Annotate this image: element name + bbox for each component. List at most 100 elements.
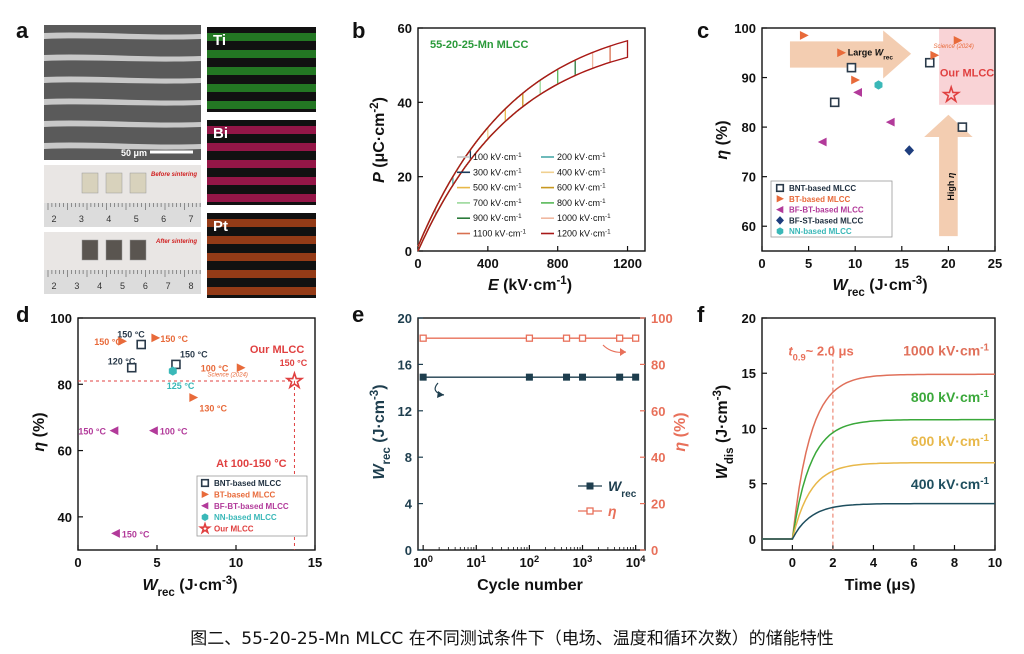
legend-label-d: BT-based MLCC [214, 490, 276, 499]
ruler-number: 4 [106, 214, 111, 224]
x-tick-label-f: 0 [789, 555, 796, 570]
x-tick-label-d: 10 [229, 555, 243, 570]
ruler [44, 203, 201, 227]
y-tick-label-c: 80 [742, 120, 756, 135]
curve-label-f: 600 kV·cm-1 [911, 433, 990, 450]
temperature-label-d: 150 °C [117, 330, 145, 340]
data-point-e [616, 334, 624, 342]
annotation-our-mlcc-c: Our MLCC [940, 68, 994, 80]
legend-marker-c [775, 183, 785, 193]
y-tick-label-left-e: 20 [398, 311, 412, 326]
y-tick-label-left-e: 4 [405, 497, 413, 512]
y-axis-title-b: P (μC·cm-2) [369, 97, 388, 183]
legend-marker-c [776, 205, 784, 214]
y-axis-title-f: Wdis (J·cm-3) [712, 385, 736, 479]
eds-layer [207, 177, 316, 185]
eds-layer [207, 84, 316, 92]
data-point-c [874, 80, 883, 90]
x-tick-label-d: 0 [74, 555, 81, 570]
y-axis-title-d: η (%) [31, 412, 48, 451]
figure-canvas: a b c d e f 50 μm 2 3 4 5 6 7 Before sintering 2 3 4 5 6 7 8… [16, 18, 1002, 599]
eds-layer [207, 194, 316, 202]
data-point-d [118, 336, 128, 346]
sem-image [44, 25, 201, 160]
data-point-e [631, 334, 640, 342]
ruler-number: 7 [166, 281, 171, 291]
data-point-e [632, 373, 640, 381]
our-mlcc-point-c [941, 84, 962, 104]
temperature-label-d: 150 °C [94, 337, 122, 347]
x-tick-label-b: 800 [547, 256, 569, 271]
curve-label-f: 800 kV·cm-1 [911, 388, 990, 405]
y-axis-title-c: η (%) [714, 120, 731, 159]
temperature-label-d: 120 °C [108, 357, 136, 367]
x-axis-title-b: E (kV·cm-1) [488, 275, 572, 294]
y-tick-label-c: 90 [742, 71, 756, 86]
panel-letter-d: d [16, 302, 29, 327]
data-point-e [419, 373, 427, 381]
eds-layer [207, 253, 316, 261]
x-tick-label-c: 25 [988, 256, 1002, 271]
annotation-science-c: Science (2024) [933, 44, 973, 50]
y-tick-label-f: 20 [742, 311, 756, 326]
mlcc-chip [129, 172, 147, 194]
legend-label-b: 300 kV·cm-1 [473, 167, 522, 178]
plot-frame-f [761, 317, 996, 551]
data-point-d [111, 529, 120, 538]
eds-layer [207, 287, 316, 295]
temperature-label-d: 150 °C [122, 529, 150, 539]
x-axis-title-e: Cycle number [477, 577, 583, 594]
y-tick-label-c: 60 [742, 219, 756, 234]
x-tick-label-b: 400 [477, 256, 499, 271]
mlcc-chip [105, 239, 123, 261]
scale-bar-label: 50 μm [121, 148, 147, 158]
discharge-curve-f [762, 373, 995, 540]
panel-letter-f: f [697, 302, 705, 327]
electrode-layer [44, 54, 201, 62]
panel-letter-b: b [352, 18, 365, 43]
legend-marker-d [201, 490, 209, 499]
legend-marker-c [776, 227, 784, 235]
discharge-curve-f [762, 418, 995, 540]
annotation-science-d: Science (2024) [208, 373, 248, 379]
temperature-label-our-d: 150 °C [280, 358, 308, 368]
legend-label-b: 800 kV·cm-1 [557, 197, 606, 208]
eds-layer [207, 33, 316, 41]
data-point-c [924, 57, 935, 68]
annotation-our-mlcc-d: Our MLCC [250, 344, 304, 356]
data-point-c [930, 50, 940, 60]
legend-label-b: 700 kV·cm-1 [473, 197, 522, 208]
eds-layer [207, 236, 316, 244]
data-point-d [236, 363, 246, 373]
data-point-e [578, 334, 587, 342]
eds-layer [207, 143, 316, 151]
legend-label-b: 500 kV·cm-1 [473, 182, 522, 193]
ruler-number: 3 [74, 281, 79, 291]
data-point-e [525, 373, 533, 381]
x-tick-label-c: 5 [805, 256, 812, 271]
y-axis-title-left-e: Wrec (J·cm-3) [369, 384, 393, 479]
temperature-label-d: 150 °C [78, 427, 106, 437]
data-point-e [579, 373, 587, 381]
temperature-label-d: 125 °C [167, 381, 195, 391]
legend-label-b: 1100 kV·cm-1 [473, 228, 526, 239]
eds-element-label: Ti [213, 32, 226, 49]
eds-element-label: Pt [213, 218, 228, 235]
legend-label-b: 600 kV·cm-1 [557, 182, 606, 193]
legend-label-c: BF-ST-based MLCC [789, 216, 863, 225]
plot-frame-e [417, 317, 646, 551]
data-point-c [799, 31, 809, 40]
highlight-region-c [939, 28, 995, 105]
x-tick-label-e: 104 [626, 554, 646, 570]
y-tick-label-b: 40 [398, 95, 412, 110]
y-axis-title-right-e: η (%) [672, 412, 689, 451]
legend-label-b: 900 kV·cm-1 [473, 213, 522, 224]
eds-layer [207, 126, 316, 134]
eds-layer [207, 50, 316, 58]
ruler-number: 7 [188, 214, 193, 224]
arrow-high-eta [924, 114, 973, 237]
ruler-number: 5 [134, 214, 139, 224]
y-tick-label-left-e: 8 [405, 450, 412, 465]
legend-box-c [770, 180, 893, 238]
legend-label-wrec-e: Wrec [608, 478, 637, 500]
